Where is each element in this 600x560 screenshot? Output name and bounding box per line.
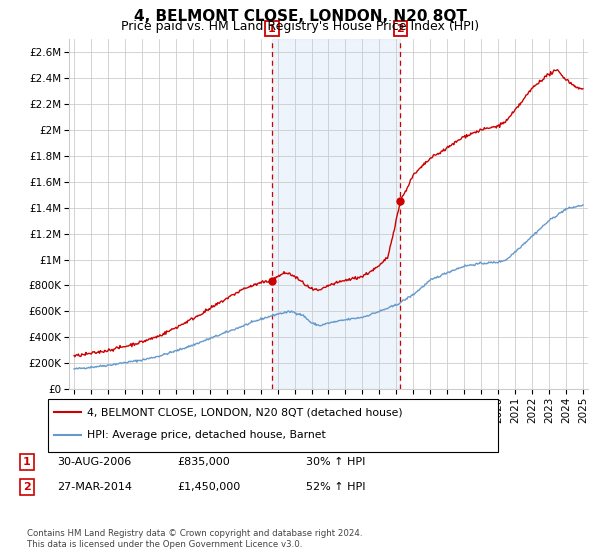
- Text: 27-MAR-2014: 27-MAR-2014: [57, 482, 132, 492]
- Text: 2: 2: [23, 482, 31, 492]
- Text: 52% ↑ HPI: 52% ↑ HPI: [306, 482, 365, 492]
- Text: 30-AUG-2006: 30-AUG-2006: [57, 457, 131, 467]
- Text: 1: 1: [23, 457, 31, 467]
- Text: £835,000: £835,000: [177, 457, 230, 467]
- Text: 2: 2: [397, 24, 404, 34]
- Text: 1: 1: [268, 24, 276, 34]
- Text: 4, BELMONT CLOSE, LONDON, N20 8QT (detached house): 4, BELMONT CLOSE, LONDON, N20 8QT (detac…: [87, 407, 403, 417]
- Text: HPI: Average price, detached house, Barnet: HPI: Average price, detached house, Barn…: [87, 430, 326, 440]
- Bar: [272, 39, 400, 389]
- Text: £1,450,000: £1,450,000: [177, 482, 240, 492]
- Text: 4, BELMONT CLOSE, LONDON, N20 8QT: 4, BELMONT CLOSE, LONDON, N20 8QT: [134, 9, 466, 24]
- Text: 30% ↑ HPI: 30% ↑ HPI: [306, 457, 365, 467]
- Text: Price paid vs. HM Land Registry's House Price Index (HPI): Price paid vs. HM Land Registry's House …: [121, 20, 479, 32]
- Text: Contains HM Land Registry data © Crown copyright and database right 2024.
This d: Contains HM Land Registry data © Crown c…: [27, 529, 362, 549]
